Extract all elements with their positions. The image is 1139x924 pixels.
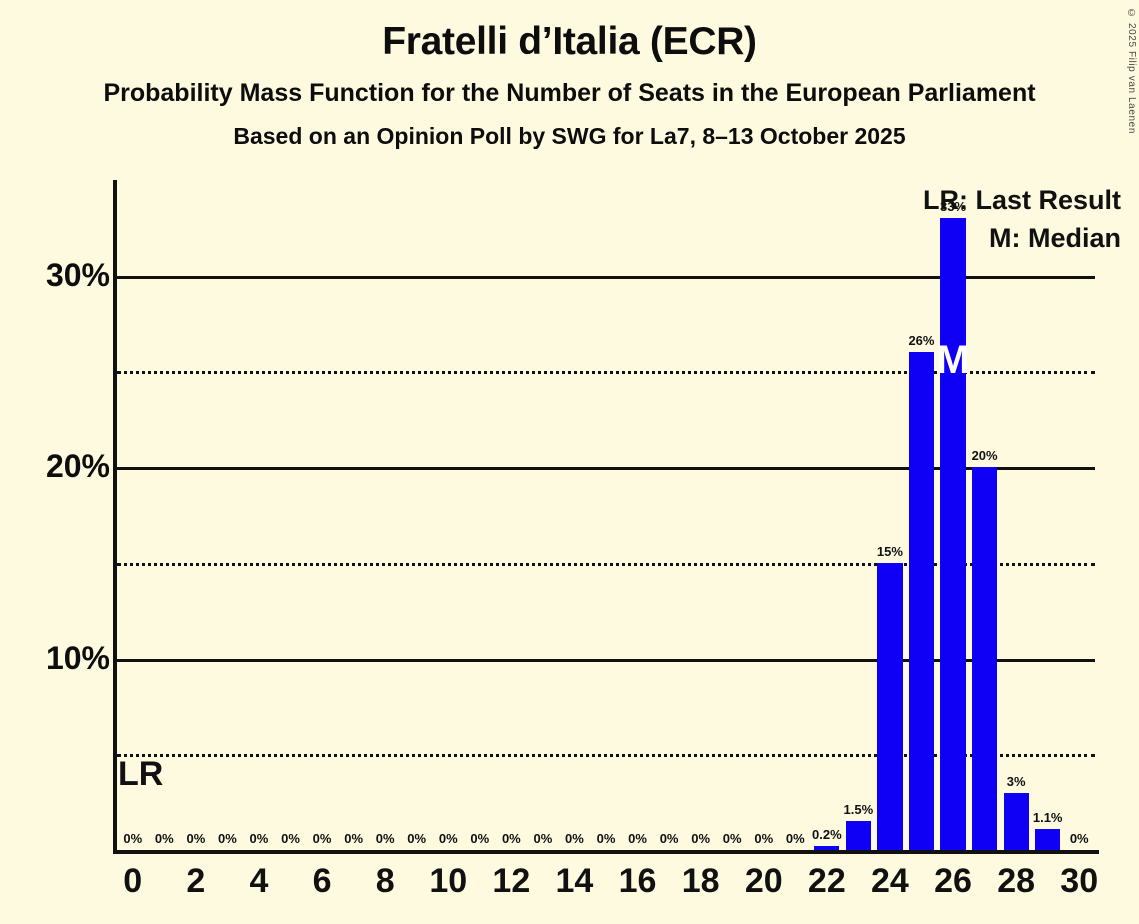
legend-item-median: M: Median	[989, 223, 1121, 253]
bar-value-label-14: 0%	[565, 831, 584, 846]
bar-value-label-4: 0%	[249, 831, 269, 846]
bar-value-label-30: 0%	[1069, 831, 1089, 846]
bar-seat-23[interactable]	[845, 821, 871, 850]
chart-header: Fratelli d’Italia (ECR) Probability Mass…	[0, 0, 1139, 148]
bar-value-label-17: 0%	[659, 831, 679, 846]
bar-value-label-0: 0%	[123, 831, 143, 846]
bar-seat-28[interactable]	[1003, 792, 1029, 850]
copyright-notice: © 2025 Filip van Laenen	[1126, 8, 1137, 134]
bar-value-label-9: 0%	[407, 831, 427, 846]
last-result-marker: LR	[118, 755, 164, 794]
bar-value-label-6: 0%	[312, 831, 332, 846]
x-axis-tick-6: 6	[312, 862, 332, 900]
bar-value-label-11: 0%	[470, 831, 490, 846]
bar-seat-27[interactable]	[971, 467, 998, 850]
bar-value-label-29: 1.1%	[1032, 809, 1063, 825]
bar-value-label-19: 0%	[722, 831, 742, 846]
x-axis-tick-8: 8	[375, 862, 395, 900]
bar-value-label-12: 0%	[501, 831, 521, 846]
chart-source-note: Based on an Opinion Poll by SWG for La7,…	[233, 123, 906, 150]
x-axis-tick-16: 16	[618, 862, 657, 900]
x-axis-tick-12: 12	[492, 862, 531, 900]
y-axis-tick-30: 30%	[45, 256, 110, 293]
bar-value-label-24: 15%	[876, 543, 903, 559]
bar-value-label-27: 20%	[971, 448, 998, 464]
gridline-minor-15	[117, 562, 1095, 566]
bar-value-label-2: 0%	[186, 831, 206, 846]
x-axis-tick-24: 24	[871, 862, 909, 900]
bar-value-label-28: 3%	[1006, 773, 1026, 789]
bar-seat-26[interactable]	[940, 218, 966, 850]
page-title: Fratelli d’Italia (ECR)	[382, 20, 757, 63]
bar-value-label-15: 0%	[596, 831, 616, 846]
bar-seat-25[interactable]	[908, 352, 935, 850]
bar-value-label-16: 0%	[628, 831, 647, 846]
bar-value-label-3: 0%	[218, 831, 237, 846]
bar-value-label-10: 0%	[438, 831, 458, 846]
bar-seat-24[interactable]	[877, 562, 903, 850]
bar-value-label-13: 0%	[533, 831, 553, 846]
gridline-minor-5	[117, 754, 1095, 758]
x-axis-tick-4: 4	[249, 862, 269, 900]
bar-value-label-25: 26%	[908, 333, 935, 349]
x-axis-line	[113, 850, 1099, 854]
bar-value-label-26: 33%	[940, 199, 967, 215]
x-axis-tick-28: 28	[997, 862, 1036, 900]
y-axis-line	[113, 180, 117, 854]
x-axis-tick-0: 0	[123, 862, 143, 900]
chart-subtitle: Probability Mass Function for the Number…	[103, 78, 1036, 107]
y-axis-tick-20: 20%	[45, 447, 110, 484]
x-axis-tick-20: 20	[744, 862, 783, 900]
bar-value-label-21: 0%	[785, 831, 805, 846]
bar-value-label-8: 0%	[375, 831, 395, 846]
bar-value-label-22: 0.2%	[812, 827, 842, 843]
bar-value-label-18: 0%	[691, 831, 711, 846]
chart-plot-area: 0% 0% 0% 0% 0% 0% 0% 0% 0% 0% 0% 0% 0% 0% 0% 0% 0% 0% 0% 0%…	[113, 180, 1099, 854]
gridline-minor-25	[117, 371, 1095, 375]
bar-value-label-5: 0%	[281, 831, 300, 846]
x-axis-tick-14: 14	[555, 862, 594, 900]
bar-value-label-7: 0%	[344, 831, 364, 846]
bar-value-label-20: 0%	[754, 831, 774, 846]
x-axis-tick-30: 30	[1060, 862, 1099, 900]
x-axis-labels: 0 2 4 6 8 10 12 14 16 18 20 22 24 26 28 30	[117, 862, 1099, 916]
bar-seat-29[interactable]	[1035, 828, 1061, 850]
x-axis-tick-22: 22	[807, 862, 846, 900]
y-axis-labels: 10% 20% 30%	[0, 180, 1139, 850]
gridline-major-20	[117, 467, 1095, 471]
bar-seat-22[interactable]	[814, 846, 840, 850]
y-axis-tick-10: 10%	[45, 639, 110, 676]
gridline-major-10	[117, 658, 1095, 662]
x-axis-tick-2: 2	[186, 862, 206, 900]
gridline-major-30	[117, 275, 1095, 279]
median-marker-label: M	[936, 338, 970, 383]
x-axis-tick-26: 26	[934, 862, 972, 900]
bar-value-label-1: 0%	[154, 831, 174, 846]
bar-value-label-23: 1.5%	[843, 802, 874, 818]
x-axis-tick-10: 10	[429, 862, 468, 900]
legend-item-last-result: LR: Last Result	[922, 185, 1121, 215]
x-axis-tick-18: 18	[681, 862, 720, 900]
